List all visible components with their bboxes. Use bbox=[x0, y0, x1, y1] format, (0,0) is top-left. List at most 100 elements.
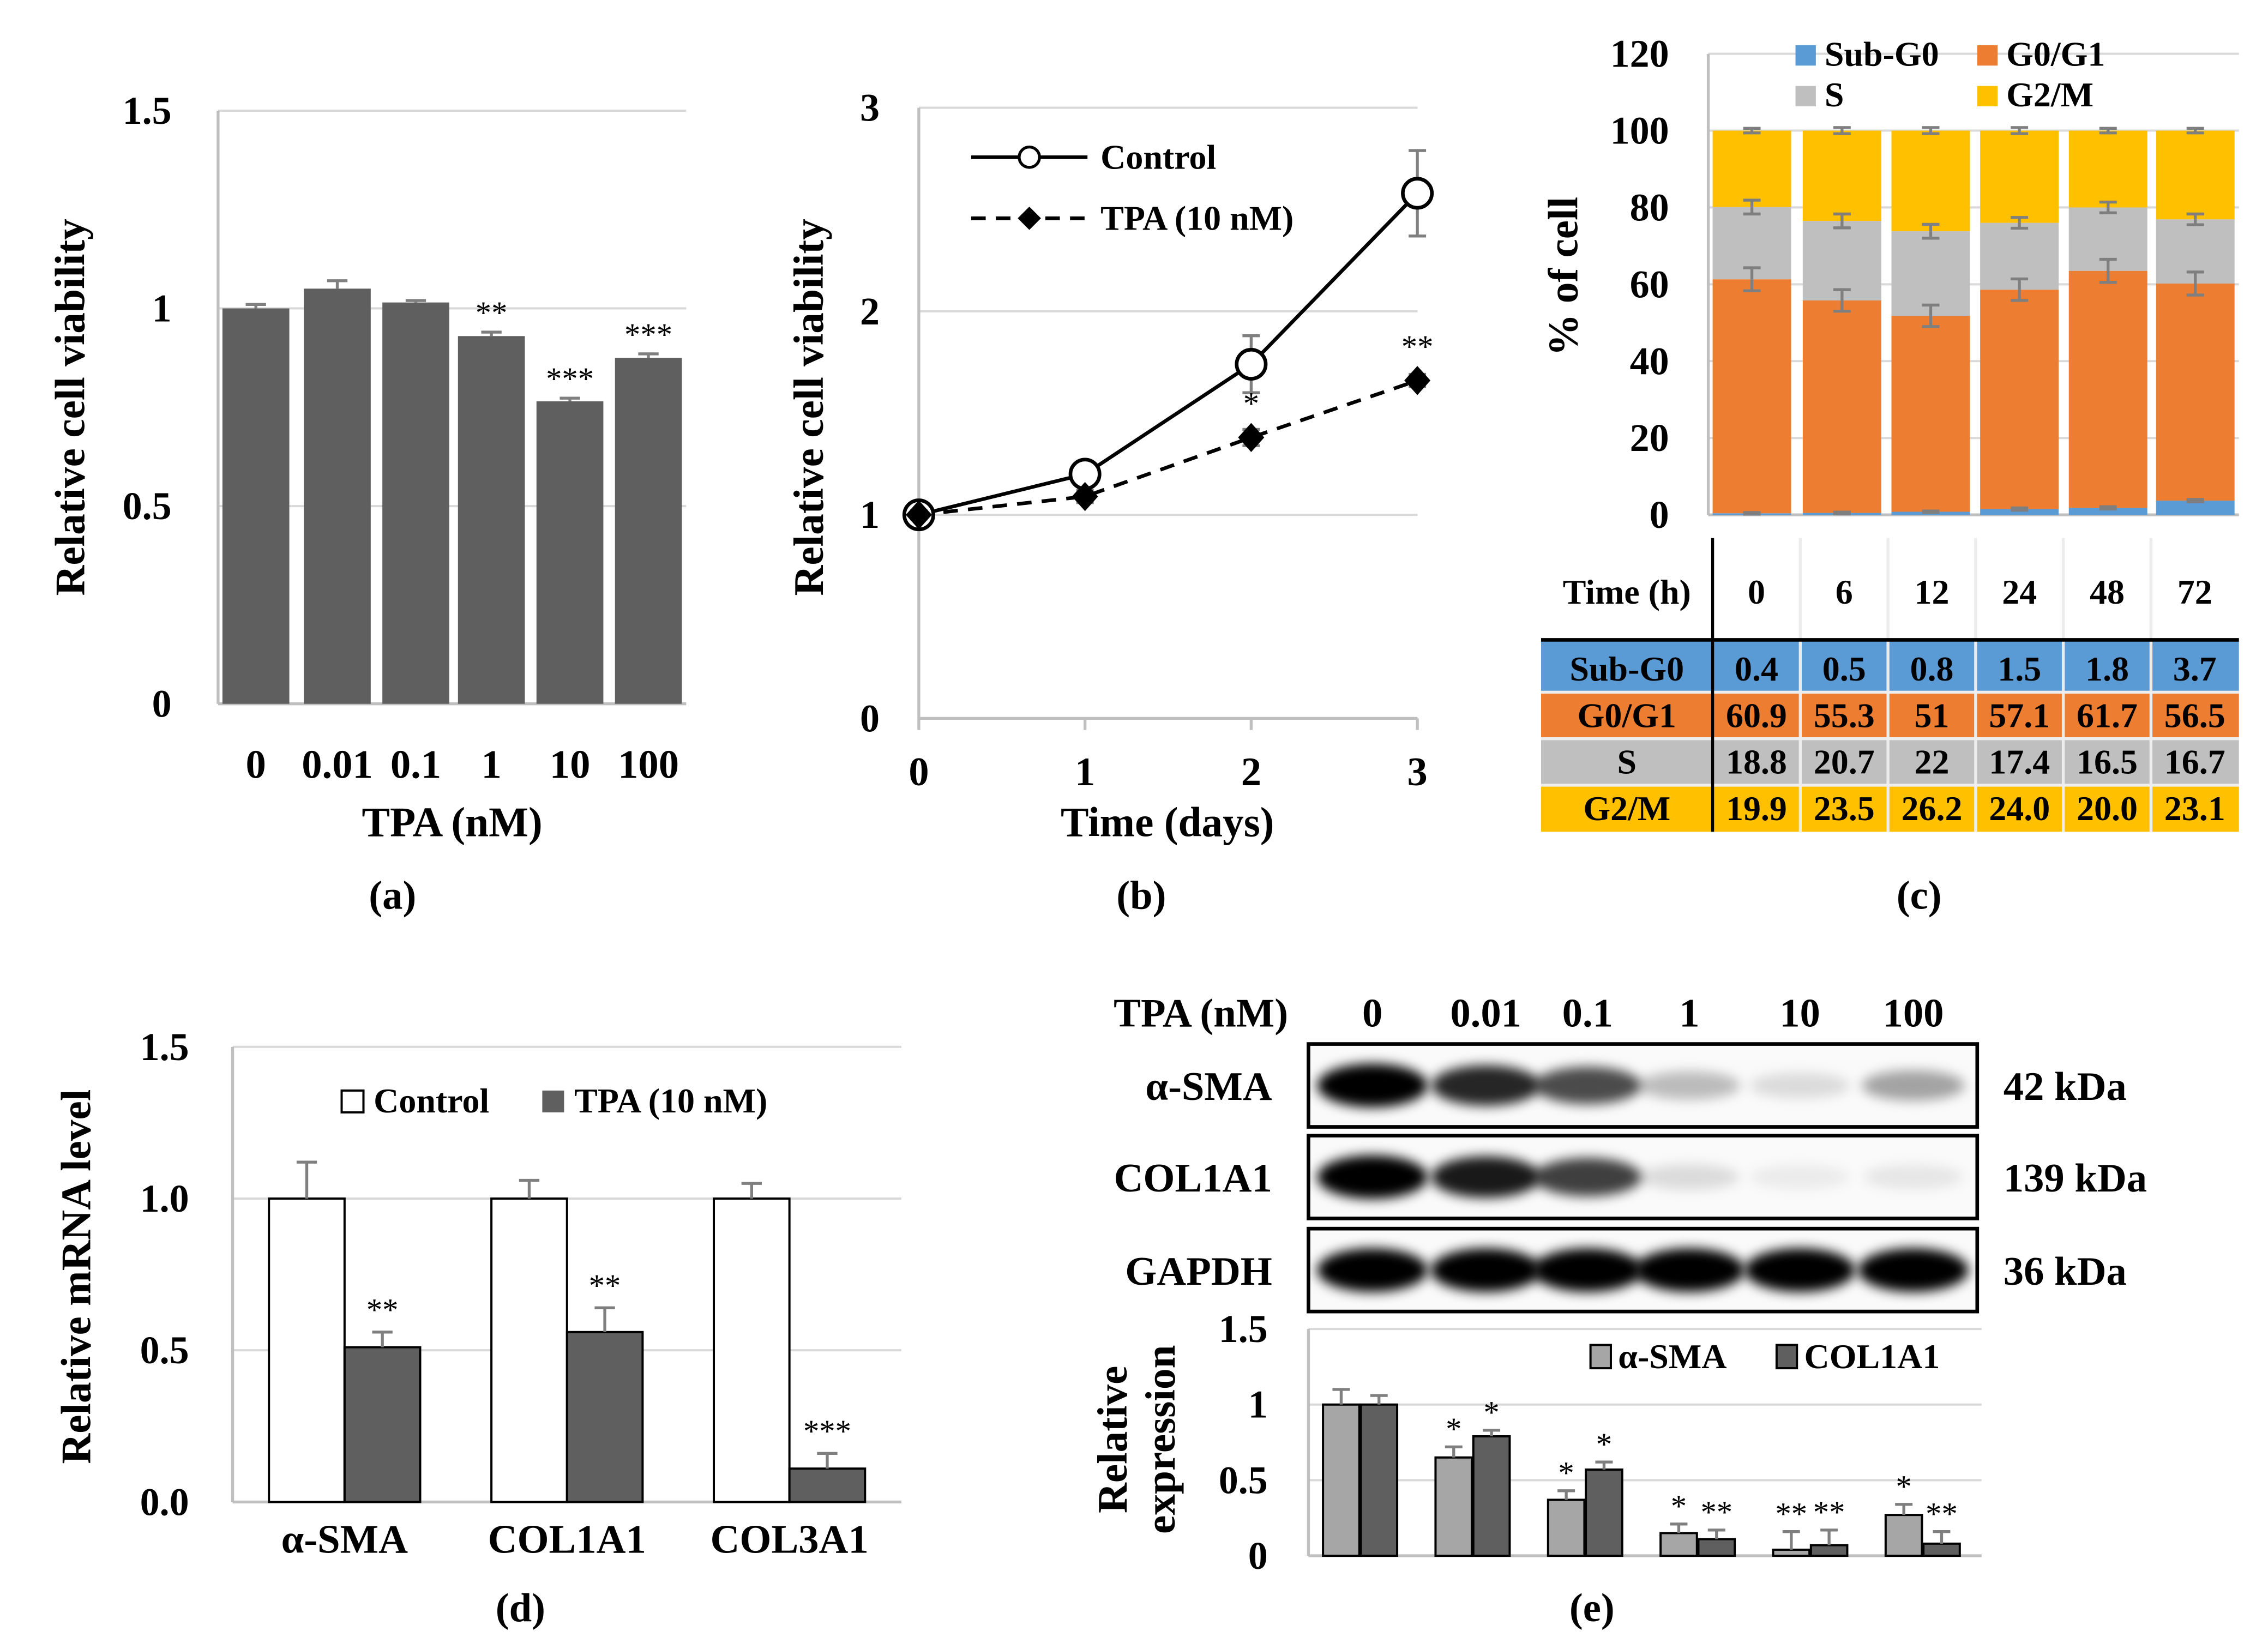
legend-label: COL1A1 bbox=[1804, 1337, 1940, 1376]
data-point bbox=[1238, 423, 1265, 452]
blot-band bbox=[1858, 1248, 1969, 1292]
data-point bbox=[905, 500, 932, 529]
bar bbox=[1434, 1456, 1473, 1557]
x-tick-label: 100 bbox=[618, 742, 679, 787]
error-bar bbox=[1743, 266, 1761, 280]
y-tick-label: 0 bbox=[152, 682, 172, 726]
significance-mark: ** bbox=[476, 295, 508, 330]
significance-mark: * bbox=[1446, 1411, 1461, 1447]
legend-label: G0/G1 bbox=[2006, 34, 2105, 73]
y-tick-label: 1 bbox=[1248, 1383, 1268, 1427]
significance-mark: *** bbox=[803, 1413, 851, 1449]
bar bbox=[458, 336, 525, 704]
bar-segment-g0-g1 bbox=[1980, 290, 2059, 509]
y-tick-label: 0 bbox=[860, 696, 880, 740]
table-cell: 1.5 bbox=[1998, 649, 2041, 688]
error-bar bbox=[2011, 216, 2029, 223]
legend-label: Sub-G0 bbox=[1825, 34, 1939, 73]
blot-band bbox=[1533, 1158, 1641, 1196]
y-tick-label: 0 bbox=[1248, 1534, 1268, 1578]
significance-mark: ** bbox=[1775, 1496, 1807, 1531]
x-axis-title: Time (days) bbox=[1061, 798, 1274, 845]
error-bar bbox=[296, 1160, 317, 1199]
table-column-header: 48 bbox=[2090, 573, 2125, 611]
error-bar bbox=[481, 330, 502, 336]
error-bar bbox=[1332, 1388, 1350, 1405]
y-axis-title: Relative cell viability bbox=[47, 219, 94, 595]
significance-mark: ** bbox=[1700, 1495, 1732, 1530]
significance-mark: * bbox=[1596, 1427, 1612, 1462]
series-line bbox=[918, 192, 1419, 517]
blot-band bbox=[1749, 1072, 1850, 1099]
error-bar bbox=[372, 1331, 393, 1347]
error-bar bbox=[405, 299, 426, 303]
legend-swatch bbox=[1977, 86, 1998, 106]
bar-segment-g2-m bbox=[2068, 130, 2147, 208]
lane-label: 1 bbox=[1679, 991, 1699, 1036]
y-tick-label: 3 bbox=[860, 86, 880, 130]
x-tick-label: 2 bbox=[1241, 749, 1261, 795]
error-bar bbox=[245, 303, 266, 309]
error-bar bbox=[741, 1182, 762, 1199]
bar bbox=[268, 1197, 346, 1503]
error-bar bbox=[1743, 279, 1761, 293]
bar bbox=[1359, 1403, 1399, 1557]
bar bbox=[1884, 1514, 1923, 1557]
bar bbox=[713, 1197, 791, 1503]
error-bar bbox=[1922, 130, 1940, 135]
table-row-label: S bbox=[1617, 743, 1637, 781]
significance-mark: * bbox=[1483, 1395, 1499, 1430]
significance-mark: * bbox=[1896, 1469, 1911, 1504]
error-bar bbox=[2011, 509, 2029, 512]
table-cell: 56.5 bbox=[2164, 696, 2225, 735]
bar-segment-g0-g1 bbox=[1802, 300, 1881, 513]
x-axis-title: TPA (nM) bbox=[362, 798, 542, 845]
legend-label: Control bbox=[374, 1081, 489, 1120]
y-axis-title: Relative bbox=[1089, 1366, 1136, 1513]
significance-mark: ** bbox=[589, 1268, 621, 1303]
blot-band bbox=[1634, 1248, 1745, 1292]
y-tick-label: 1.5 bbox=[123, 89, 172, 133]
bar bbox=[566, 1331, 644, 1503]
blot-band bbox=[1431, 1156, 1541, 1198]
blot-row-label: COL1A1 bbox=[1114, 1155, 1272, 1201]
blot-band bbox=[1638, 1071, 1741, 1100]
panel-label: (e) bbox=[1569, 1585, 1615, 1630]
table-cell: 23.5 bbox=[1814, 789, 1875, 828]
lane-label: 100 bbox=[1883, 991, 1944, 1036]
x-tick-label: α-SMA bbox=[281, 1517, 408, 1562]
table-cell: 16.7 bbox=[2164, 743, 2225, 781]
y-tick-label: 60 bbox=[1630, 262, 1669, 306]
bar bbox=[1659, 1532, 1698, 1557]
y-axis-title: Relative mRNA level bbox=[52, 1090, 99, 1464]
error-bar bbox=[1707, 1528, 1725, 1539]
panel-label: (c) bbox=[1897, 873, 1942, 918]
table-cell: 20.7 bbox=[1814, 743, 1875, 781]
bar bbox=[222, 308, 290, 704]
blot-row-label: GAPDH bbox=[1125, 1249, 1272, 1294]
legend-marker-control bbox=[1018, 145, 1041, 169]
error-bar bbox=[2011, 222, 2029, 230]
y-tick-label: 0.5 bbox=[140, 1328, 189, 1372]
table-row bbox=[1541, 640, 2239, 693]
legend-label: Control bbox=[1100, 138, 1216, 177]
significance-mark: *** bbox=[546, 361, 594, 396]
lane-label: 0.01 bbox=[1450, 991, 1521, 1036]
error-bar bbox=[327, 279, 348, 289]
bar-segment-g2-m bbox=[1802, 130, 1881, 221]
error-bar bbox=[2186, 270, 2204, 284]
table-row-label: G0/G1 bbox=[1578, 696, 1676, 735]
table-row bbox=[1541, 692, 2239, 739]
error-bar bbox=[1743, 207, 1761, 216]
bar bbox=[1322, 1403, 1361, 1557]
error-bar bbox=[2011, 130, 2029, 135]
molecular-weight-label: 42 kDa bbox=[2004, 1064, 2127, 1109]
error-bar bbox=[1895, 1503, 1913, 1515]
error-bar bbox=[1595, 1460, 1613, 1470]
table-cell: 19.9 bbox=[1726, 789, 1787, 828]
bar-segment-g0-g1 bbox=[2156, 283, 2235, 501]
legend-label: TPA (10 nM) bbox=[574, 1081, 767, 1120]
blot-band bbox=[1639, 1164, 1740, 1190]
error-bar bbox=[1922, 231, 1940, 240]
y-axis-title: % of cell bbox=[1540, 197, 1587, 356]
